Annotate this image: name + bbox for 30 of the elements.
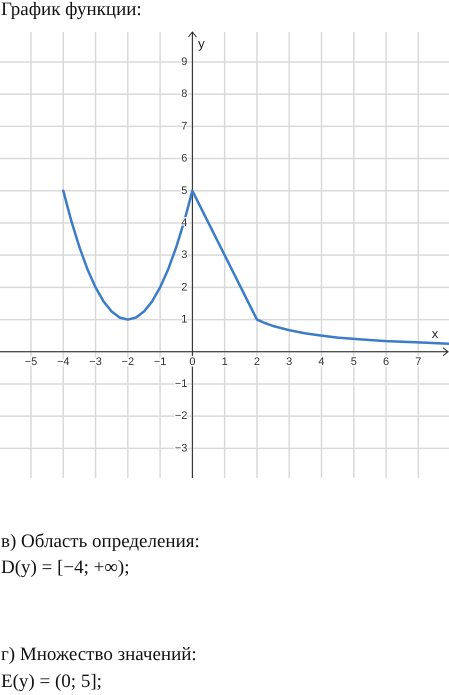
- x-tick-label: 3: [286, 356, 292, 368]
- x-tick-label: −2: [122, 356, 134, 368]
- y-tick-label: 1: [181, 314, 188, 326]
- x-tick-label: 4: [318, 356, 325, 368]
- x-tick-label: 6: [382, 356, 390, 368]
- y-tick-label: 9: [181, 56, 188, 68]
- y-tick-label: 8: [181, 88, 188, 100]
- y-tick-label: 3: [181, 249, 188, 262]
- x-tick-label: 7: [415, 356, 422, 368]
- text: E(y) = (0; 5];: [1, 671, 102, 693]
- x-tick-label: −1: [154, 356, 166, 368]
- text: D(y) = [−4; +∞);: [1, 557, 130, 579]
- x-axis-title: x: [432, 325, 439, 340]
- x-tick-label: 5: [350, 356, 357, 368]
- x-tick-label: 1: [222, 356, 228, 368]
- text: в) Область определения:: [1, 531, 200, 553]
- x-tick-label: 2: [254, 356, 260, 368]
- y-tick-label: 5: [181, 184, 188, 197]
- y-axis-title: y: [198, 36, 206, 50]
- chart-title: График функции:: [1, 0, 142, 20]
- y-tick-label: 7: [181, 120, 188, 132]
- y-tick-label: −2: [174, 410, 188, 422]
- y-tick-label: −3: [174, 442, 188, 454]
- y-tick-label: −1: [174, 378, 188, 390]
- y-tick-label: 6: [181, 152, 188, 165]
- y-tick-label: 2: [181, 281, 188, 294]
- x-tick-label: −5: [24, 356, 38, 368]
- text: г) Множество значений:: [1, 644, 197, 666]
- x-tick-label: −4: [56, 356, 70, 368]
- x-tick-label: −3: [89, 356, 102, 368]
